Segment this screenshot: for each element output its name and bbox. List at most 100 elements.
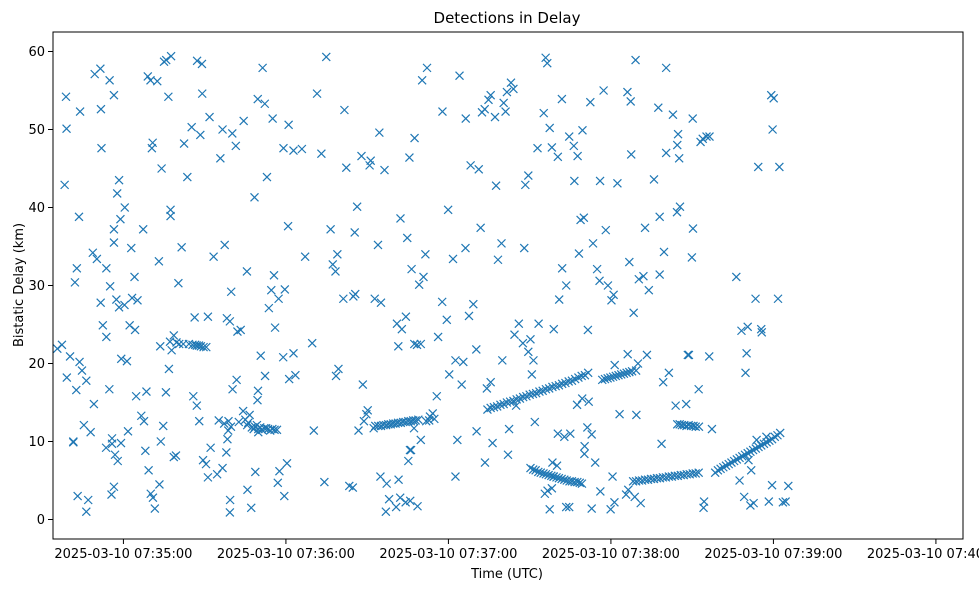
scatter-point bbox=[405, 496, 415, 506]
scatter-point bbox=[546, 471, 556, 481]
scatter-point bbox=[218, 463, 227, 473]
scatter-point bbox=[203, 472, 213, 482]
y-tick-label: 30 bbox=[28, 279, 45, 294]
y-tick-label: 60 bbox=[28, 45, 45, 60]
scatter-point bbox=[72, 263, 82, 273]
scatter-point bbox=[105, 75, 115, 85]
scatter-point bbox=[107, 490, 116, 499]
scatter-point bbox=[334, 364, 343, 374]
scatter-point bbox=[745, 447, 755, 457]
scatter-point bbox=[572, 400, 582, 410]
scatter-point bbox=[417, 75, 427, 85]
scatter-point bbox=[297, 144, 307, 154]
y-tick-label: 0 bbox=[37, 513, 45, 528]
scatter-point bbox=[674, 153, 684, 163]
scatter-point bbox=[300, 252, 310, 262]
scatter-point bbox=[527, 369, 537, 379]
scatter-point bbox=[402, 233, 412, 243]
scatter-point bbox=[214, 416, 224, 425]
scatter-point bbox=[737, 451, 747, 461]
scatter-point bbox=[694, 384, 704, 394]
scatter-point bbox=[495, 400, 505, 410]
scatter-point bbox=[464, 311, 474, 321]
scatter-point bbox=[557, 263, 567, 273]
scatter-point bbox=[640, 223, 650, 233]
scatter-point bbox=[73, 491, 83, 501]
scatter-point bbox=[599, 86, 609, 95]
scatter-point bbox=[114, 302, 124, 312]
y-axis-ticks: 0 10 20 30 40 50 60 bbox=[28, 45, 53, 528]
scatter-point bbox=[552, 461, 562, 471]
scatter-point bbox=[220, 240, 230, 250]
scatter-point bbox=[505, 397, 515, 407]
scatter-point bbox=[86, 427, 96, 437]
scatter-point bbox=[107, 433, 117, 443]
scatter-point bbox=[551, 381, 561, 391]
x-tick-label: 2025-03-10 07:39:00 bbox=[704, 547, 842, 562]
scatter-point bbox=[735, 476, 744, 485]
scatter-point bbox=[164, 364, 174, 374]
scatter-point bbox=[616, 369, 626, 379]
scatter-point bbox=[547, 483, 557, 493]
scatter-point bbox=[561, 281, 571, 290]
scatter-point bbox=[242, 267, 252, 276]
scatter-point bbox=[110, 450, 120, 460]
scatter-point bbox=[610, 497, 619, 507]
scatter-point bbox=[624, 367, 634, 377]
scatter-point bbox=[143, 72, 153, 81]
scatter-point bbox=[518, 338, 528, 348]
scatter-point bbox=[171, 451, 181, 460]
scatter-point bbox=[401, 312, 411, 322]
scatter-point bbox=[482, 384, 492, 393]
scatter-point bbox=[246, 503, 256, 513]
scatter-point bbox=[81, 507, 91, 517]
scatter-point bbox=[357, 151, 366, 161]
scatter-point bbox=[381, 507, 391, 517]
scatter-point bbox=[508, 84, 518, 94]
scatter-point bbox=[739, 492, 749, 502]
scatter-point bbox=[491, 181, 501, 191]
scatter-point bbox=[393, 341, 403, 351]
scatter-point bbox=[691, 422, 701, 432]
scatter-point bbox=[122, 356, 132, 366]
scatter-point bbox=[270, 425, 279, 435]
scatter-point bbox=[775, 428, 785, 438]
scatter-point bbox=[547, 382, 557, 392]
scatter-point bbox=[629, 308, 639, 318]
scatter-point bbox=[148, 493, 158, 503]
scatter-point bbox=[523, 171, 533, 180]
scatter-point bbox=[502, 87, 512, 97]
scatter-point bbox=[713, 465, 723, 475]
scatter-point bbox=[227, 128, 237, 138]
scatter-point bbox=[476, 223, 486, 233]
scatter-point bbox=[536, 468, 546, 478]
chart-title: Detections in Delay bbox=[434, 9, 581, 27]
scatter-point bbox=[621, 490, 631, 499]
scatter-point bbox=[451, 472, 460, 482]
scatter-point bbox=[348, 291, 358, 301]
scatter-point bbox=[75, 107, 85, 116]
scatter-point bbox=[587, 504, 597, 514]
scatter-point bbox=[139, 416, 149, 426]
scatter-point bbox=[541, 384, 551, 394]
scatter-marks bbox=[52, 51, 793, 517]
scatter-point bbox=[413, 415, 423, 425]
scatter-point bbox=[391, 502, 401, 512]
scatter-point bbox=[112, 189, 122, 198]
scatter-point bbox=[671, 401, 681, 411]
scatter-point bbox=[166, 51, 176, 61]
scatter-point bbox=[564, 377, 574, 386]
scatter-point bbox=[232, 375, 242, 385]
scatter-point bbox=[192, 401, 202, 411]
scatter-point bbox=[266, 285, 276, 295]
scatter-point bbox=[253, 94, 263, 104]
scatter-point bbox=[419, 272, 428, 282]
scatter-point bbox=[279, 143, 288, 153]
scatter-point bbox=[57, 340, 67, 350]
scatter-point bbox=[541, 469, 551, 479]
scatter-point bbox=[289, 146, 298, 155]
scatter-point bbox=[626, 150, 636, 159]
scatter-point bbox=[316, 149, 326, 159]
scatter-point bbox=[564, 132, 574, 141]
